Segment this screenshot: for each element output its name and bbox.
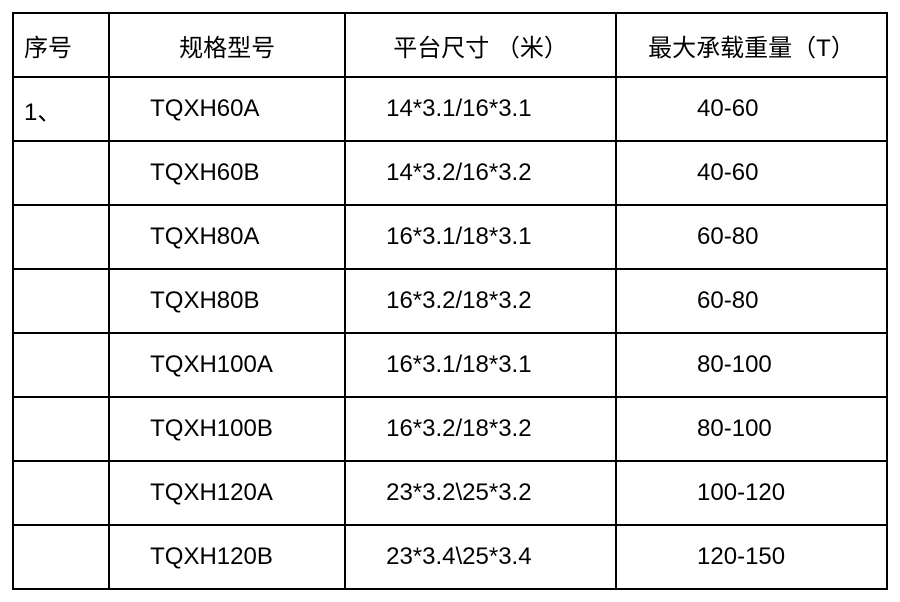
cell-model: TQXH80B [109, 269, 345, 333]
table-row: TQXH80B 16*3.2/18*3.2 60-80 [13, 269, 887, 333]
cell-model: TQXH60A [109, 77, 345, 141]
cell-seq [13, 333, 109, 397]
cell-size: 16*3.1/18*3.1 [345, 333, 616, 397]
cell-seq [13, 205, 109, 269]
cell-weight: 100-120 [616, 461, 887, 525]
cell-model: TQXH120B [109, 525, 345, 589]
cell-seq [13, 269, 109, 333]
cell-model: TQXH120A [109, 461, 345, 525]
cell-size: 16*3.2/18*3.2 [345, 269, 616, 333]
table-row: TQXH120B 23*3.4\25*3.4 120-150 [13, 525, 887, 589]
cell-weight: 120-150 [616, 525, 887, 589]
cell-model: TQXH100B [109, 397, 345, 461]
cell-size: 14*3.1/16*3.1 [345, 77, 616, 141]
cell-seq [13, 397, 109, 461]
cell-seq [13, 141, 109, 205]
cell-model: TQXH80A [109, 205, 345, 269]
spec-table: 序号 规格型号 平台尺寸 （米） 最大承载重量（T） 1、 TQXH60A 14… [12, 12, 888, 590]
table-row: TQXH100A 16*3.1/18*3.1 80-100 [13, 333, 887, 397]
table-row: TQXH120A 23*3.2\25*3.2 100-120 [13, 461, 887, 525]
cell-weight: 60-80 [616, 205, 887, 269]
cell-seq: 1、 [13, 77, 109, 141]
header-seq: 序号 [13, 13, 109, 77]
cell-weight: 80-100 [616, 333, 887, 397]
header-model: 规格型号 [109, 13, 345, 77]
header-weight: 最大承载重量（T） [616, 13, 887, 77]
cell-size: 23*3.4\25*3.4 [345, 525, 616, 589]
cell-weight: 40-60 [616, 141, 887, 205]
table-row: 1、 TQXH60A 14*3.1/16*3.1 40-60 [13, 77, 887, 141]
cell-weight: 80-100 [616, 397, 887, 461]
table-row: TQXH100B 16*3.2/18*3.2 80-100 [13, 397, 887, 461]
cell-size: 16*3.1/18*3.1 [345, 205, 616, 269]
cell-seq [13, 461, 109, 525]
table-header-row: 序号 规格型号 平台尺寸 （米） 最大承载重量（T） [13, 13, 887, 77]
cell-seq [13, 525, 109, 589]
header-size: 平台尺寸 （米） [345, 13, 616, 77]
cell-size: 23*3.2\25*3.2 [345, 461, 616, 525]
table-row: TQXH60B 14*3.2/16*3.2 40-60 [13, 141, 887, 205]
cell-weight: 40-60 [616, 77, 887, 141]
cell-weight: 60-80 [616, 269, 887, 333]
cell-model: TQXH60B [109, 141, 345, 205]
cell-size: 14*3.2/16*3.2 [345, 141, 616, 205]
cell-model: TQXH100A [109, 333, 345, 397]
spec-table-container: 序号 规格型号 平台尺寸 （米） 最大承载重量（T） 1、 TQXH60A 14… [12, 12, 888, 590]
cell-size: 16*3.2/18*3.2 [345, 397, 616, 461]
table-row: TQXH80A 16*3.1/18*3.1 60-80 [13, 205, 887, 269]
